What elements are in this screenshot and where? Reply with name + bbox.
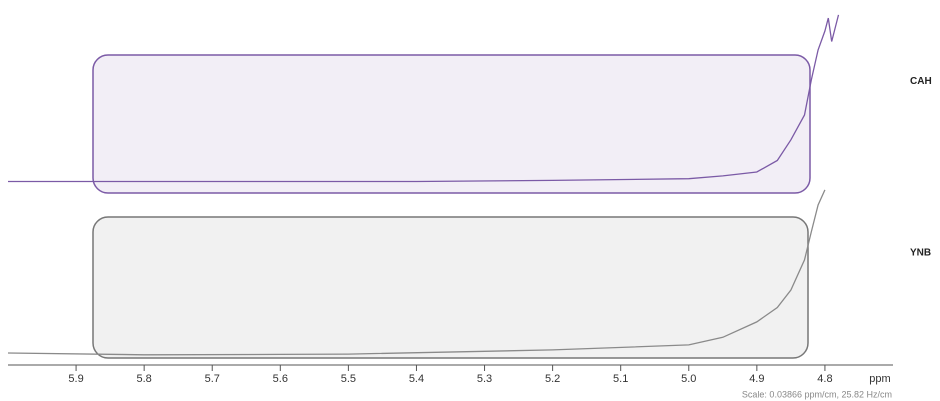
x-tick-label: 5.4 bbox=[409, 373, 424, 385]
scale-note: Scale: 0.03866 ppm/cm, 25.82 Hz/cm bbox=[742, 389, 892, 399]
x-tick-label: 4.9 bbox=[749, 373, 764, 385]
highlight-box bbox=[92, 54, 811, 194]
highlight-box bbox=[92, 216, 809, 359]
x-tick-label: 5.6 bbox=[273, 373, 288, 385]
x-tick-label: 5.5 bbox=[341, 373, 356, 385]
x-tick-label: 5.3 bbox=[477, 373, 492, 385]
x-tick-label: 5.8 bbox=[137, 373, 152, 385]
series-label: YNB bbox=[910, 248, 931, 259]
x-axis-label: ppm bbox=[869, 373, 890, 385]
x-tick-label: 5.7 bbox=[205, 373, 220, 385]
trace bbox=[8, 14, 840, 183]
x-tick-label: 5.9 bbox=[68, 373, 83, 385]
x-tick-label: 5.2 bbox=[545, 373, 560, 385]
trace bbox=[7, 189, 826, 356]
series-label: CAH bbox=[910, 76, 932, 87]
x-tick-label: 5.0 bbox=[681, 373, 696, 385]
x-tick-label: 4.8 bbox=[817, 373, 832, 385]
x-tick-label: 5.1 bbox=[613, 373, 628, 385]
